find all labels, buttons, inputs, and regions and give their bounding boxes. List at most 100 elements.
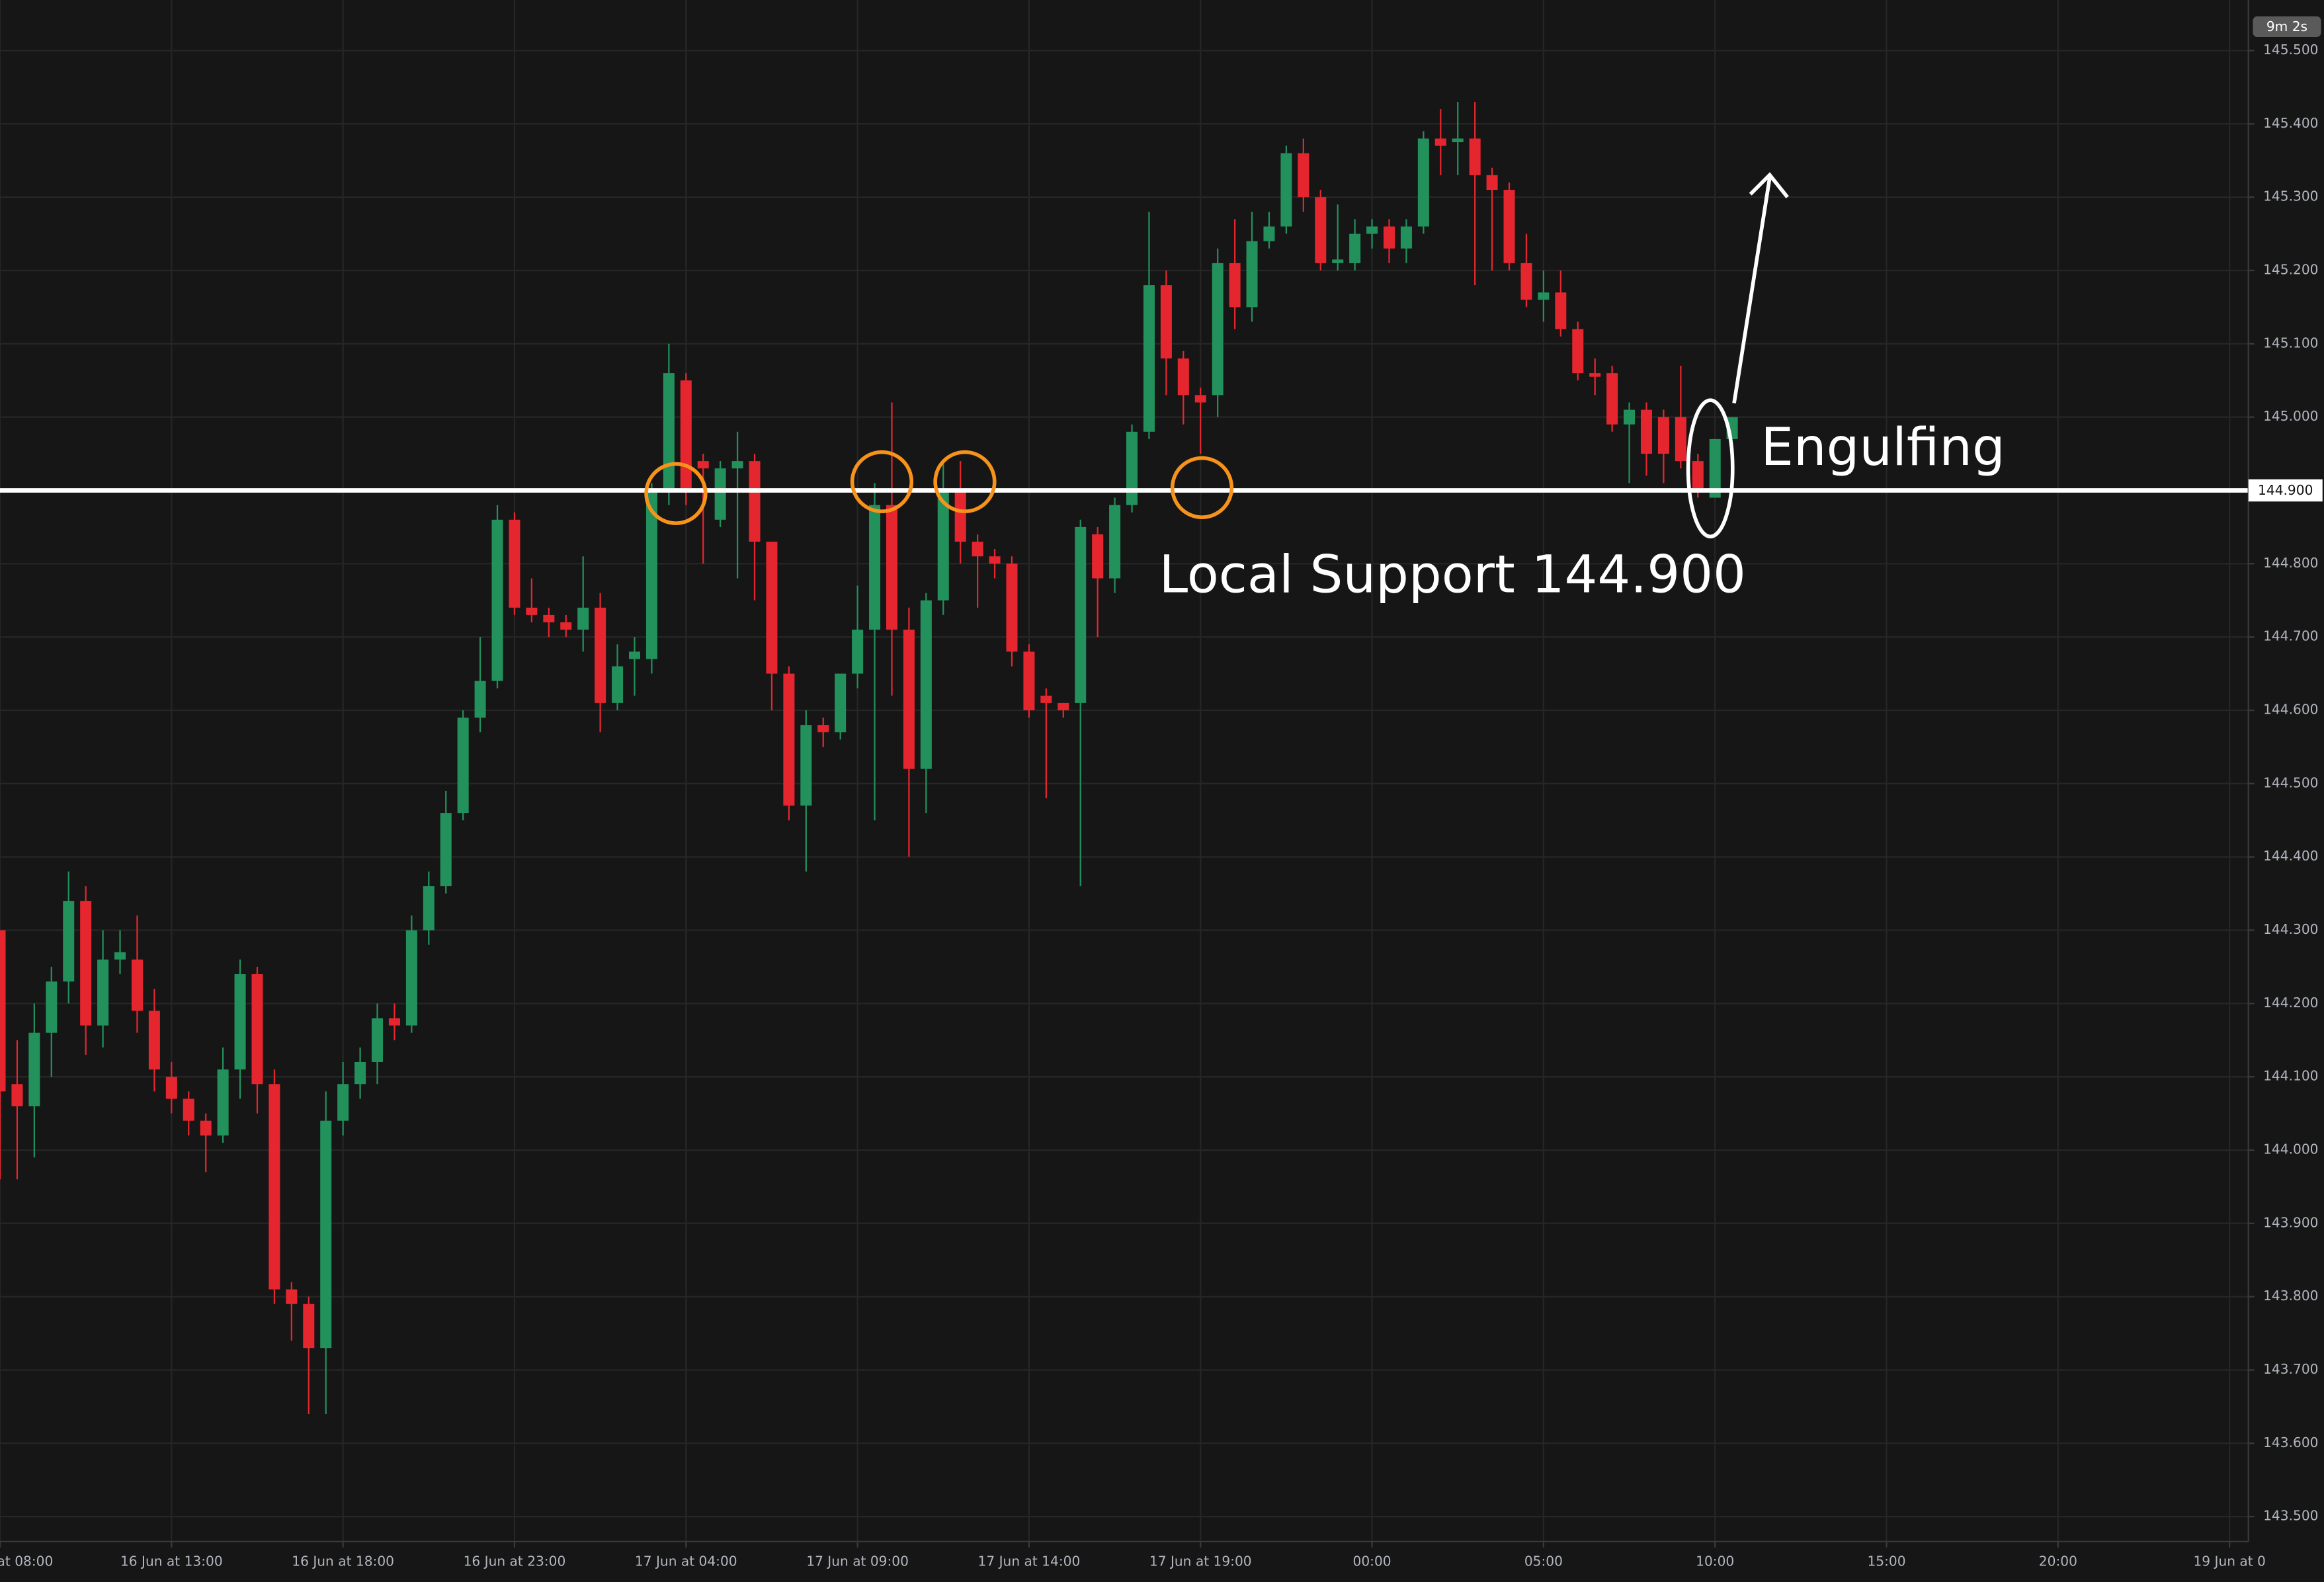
candle-body xyxy=(269,1084,280,1290)
candle-body xyxy=(286,1289,298,1304)
touch-circle xyxy=(850,450,914,514)
engulfing-ellipse xyxy=(1686,398,1735,539)
candle-body xyxy=(766,542,778,674)
x-tick-label: 16 Jun at 18:00 xyxy=(292,1554,394,1569)
candle-body xyxy=(474,681,486,718)
candle-body xyxy=(800,725,812,806)
candle-body xyxy=(886,505,897,630)
candle-body xyxy=(388,1018,400,1026)
candle-body xyxy=(1058,702,1069,710)
candle-body xyxy=(972,542,983,557)
candle-body xyxy=(903,630,915,769)
candle-body xyxy=(1383,226,1395,249)
y-tick-label: 143.600 xyxy=(2263,1435,2318,1450)
candle-body xyxy=(234,974,246,1070)
x-tick-label: 17 Jun at 19:00 xyxy=(1149,1554,1252,1569)
candle-body xyxy=(405,930,417,1026)
candle-body xyxy=(1434,138,1446,146)
candle-body xyxy=(1092,534,1104,579)
countdown: 9m 2s xyxy=(2266,19,2307,34)
candle-body xyxy=(1503,190,1515,263)
candle-body xyxy=(0,930,6,1092)
x-tick-label: 17 Jun at 14:00 xyxy=(978,1554,1081,1569)
candle-body xyxy=(612,666,624,703)
candle-body xyxy=(371,1018,384,1062)
candle-body xyxy=(749,461,761,542)
candle-body xyxy=(337,1084,349,1121)
candle-body xyxy=(1589,373,1601,377)
candle-body xyxy=(1572,329,1584,374)
candle-body xyxy=(148,1011,160,1070)
candle-body xyxy=(852,630,864,674)
candle-body xyxy=(1194,395,1206,403)
candle-body xyxy=(526,607,538,615)
x-tick-label: 17 Jun at 04:00 xyxy=(635,1554,737,1569)
candle-body xyxy=(423,886,435,931)
y-tick-label: 145.500 xyxy=(2263,42,2318,58)
candle-body xyxy=(1709,438,1721,498)
touch-circle xyxy=(1170,456,1234,519)
candle-body xyxy=(731,461,743,469)
y-tick-label: 144.000 xyxy=(2263,1141,2318,1157)
candle-body xyxy=(251,974,263,1085)
y-tick-label: 143.900 xyxy=(2263,1214,2318,1230)
candle-body xyxy=(1657,417,1669,454)
candle-body xyxy=(165,1077,177,1099)
candle-body xyxy=(937,490,949,601)
x-tick-label: 20:00 xyxy=(2039,1554,2077,1569)
candle-body xyxy=(114,952,126,960)
candle-body xyxy=(817,725,829,733)
candle-body xyxy=(303,1304,315,1349)
candle-body xyxy=(217,1069,229,1136)
candle-body xyxy=(1280,153,1292,227)
candle-body xyxy=(577,607,589,630)
candle-body xyxy=(680,380,692,491)
candle-body xyxy=(1606,373,1618,425)
candle-body xyxy=(509,519,520,608)
y-tick-label: 144.100 xyxy=(2263,1068,2318,1084)
support-tag: 144.900 xyxy=(2258,482,2313,498)
candle-body xyxy=(1143,285,1155,432)
candle-body xyxy=(1349,233,1361,263)
y-tick-label: 144.400 xyxy=(2263,848,2318,864)
candle-body xyxy=(1452,138,1464,143)
y-tick-label: 145.200 xyxy=(2263,261,2318,277)
candle-body xyxy=(954,490,966,542)
candle-body xyxy=(1298,153,1309,198)
candle-body xyxy=(595,607,606,703)
candle-body xyxy=(869,505,881,630)
arrow-head xyxy=(1749,172,1789,198)
candle-body xyxy=(1400,226,1412,249)
candle-body xyxy=(560,622,572,630)
y-tick-label: 145.000 xyxy=(2263,408,2318,424)
arrow-shaft xyxy=(1732,177,1772,404)
candle-body xyxy=(1624,409,1636,425)
y-tick-label: 144.700 xyxy=(2263,628,2318,644)
candle-body xyxy=(1640,409,1653,454)
support-annotation: Local Support 144.900 xyxy=(1159,545,1746,605)
y-tick-label: 143.700 xyxy=(2263,1361,2318,1377)
candle-body xyxy=(63,901,75,982)
candle-body xyxy=(1212,263,1224,395)
candle-body xyxy=(1555,292,1567,329)
candle-body xyxy=(1675,417,1686,462)
candle-body xyxy=(1263,226,1275,241)
candle-body xyxy=(1469,138,1481,175)
candle-body xyxy=(1160,285,1172,358)
candle-body xyxy=(920,600,932,769)
drawings: Local Support 144.900 Engulfing xyxy=(644,172,2005,605)
candle-body xyxy=(97,959,109,1026)
y-tick-label: 145.100 xyxy=(2263,335,2318,351)
x-tick-label: 10:00 xyxy=(1696,1554,1734,1569)
x-tick-label: 15:00 xyxy=(1867,1554,1905,1569)
x-tick-label: 16 Jun at 23:00 xyxy=(464,1554,566,1569)
y-tick-label: 145.400 xyxy=(2263,115,2318,131)
candle-body xyxy=(783,673,795,806)
candle-body xyxy=(1246,241,1258,308)
candle-body xyxy=(835,673,847,733)
candle-body xyxy=(1075,526,1087,703)
candle-body xyxy=(80,901,92,1026)
